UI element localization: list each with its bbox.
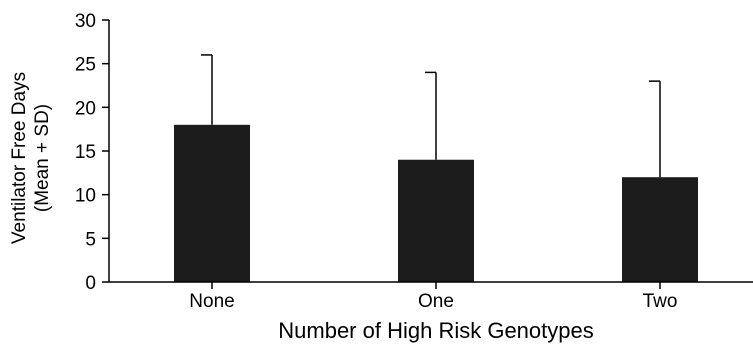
y-ticks-layer: 0 5 10 15 20 25 30	[75, 11, 109, 294]
error-bars-layer	[201, 54, 661, 178]
y-tick-label: 30	[75, 11, 96, 32]
y-axis-label-line-1: Ventilator Free Days	[9, 72, 30, 244]
y-axis-label-line-2: (Mean + SD)	[32, 104, 53, 212]
bar-none	[174, 124, 250, 282]
y-tick-label: 10	[75, 186, 96, 207]
y-tick-label: 5	[85, 229, 96, 250]
y-tick-label: 0	[85, 273, 96, 294]
x-tick-label-two: Two	[643, 291, 678, 312]
x-axis-label: Number of High Risk Genotypes	[278, 318, 593, 343]
x-tick-label-none: None	[189, 291, 234, 312]
bars-layer	[174, 124, 698, 282]
bar-two	[622, 177, 698, 282]
bar-one	[398, 159, 474, 282]
y-tick-label: 20	[75, 98, 96, 119]
x-ticks-layer: None One Two	[189, 282, 677, 312]
x-tick-label-one: One	[418, 291, 454, 312]
y-tick-label: 25	[75, 55, 96, 76]
y-tick-label: 15	[75, 142, 96, 163]
